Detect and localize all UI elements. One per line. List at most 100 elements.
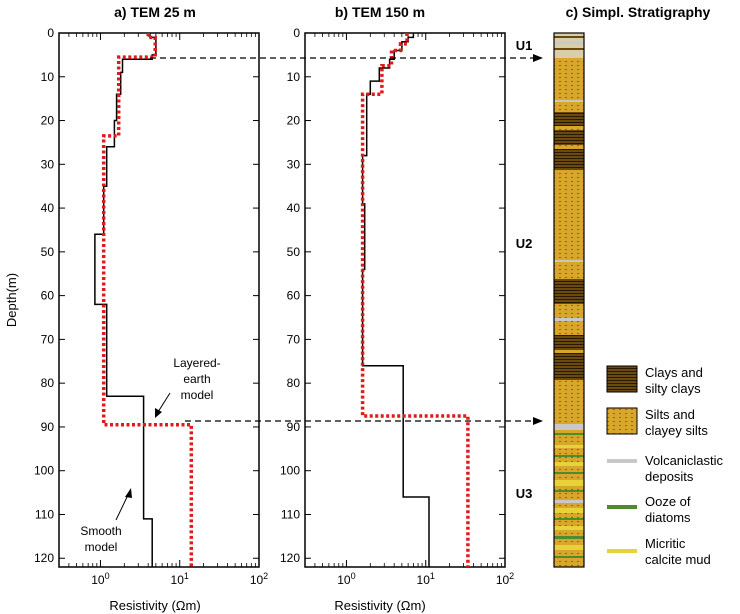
column-volc-band [554, 100, 584, 102]
column-volc-band [554, 500, 584, 503]
y-tick-label: 90 [41, 420, 55, 434]
column-micrite-band [554, 545, 584, 550]
unit-label-u3: U3 [516, 486, 533, 501]
panel-a-x-ticks: 100 101 102 [58, 33, 268, 587]
annotation-smooth-arrowhead [125, 488, 132, 498]
panel-c-title: c) Simpl. Stratigraphy [566, 4, 711, 20]
column-micrite-band [554, 508, 584, 513]
annotation-layered-line3: model [181, 388, 214, 402]
panel-b-series [360, 33, 470, 567]
legend-label-volc-2: deposits [645, 469, 694, 484]
y-tick-label: 50 [41, 245, 55, 259]
y-axis-label: Depth(m) [4, 273, 19, 327]
column-silt-band [554, 145, 584, 149]
column-silt-band [554, 350, 584, 353]
column-volc-band [554, 260, 584, 262]
annotation-smooth-line2: model [85, 540, 118, 554]
unit-label-u1: U1 [516, 38, 533, 53]
legend-swatch-micrite [607, 549, 637, 553]
column-volc-band [554, 424, 584, 430]
column-ooze-band [554, 490, 584, 492]
panel-a-layered-earth-model-line [101, 33, 194, 567]
column-u1-volc-band [554, 42, 584, 44]
y-tick-label: 30 [41, 157, 55, 171]
y-tick-label: 20 [41, 114, 55, 128]
y-tick-label: 10 [41, 70, 55, 84]
panel-a-series [94, 33, 194, 567]
y-tick-label: 60 [41, 289, 55, 303]
column-ooze-band [554, 472, 584, 474]
legend-label-clay-2: silty clays [645, 381, 701, 396]
column-ooze-band [554, 556, 584, 558]
y-tick-label: 120 [280, 551, 300, 565]
column-ooze-band [554, 536, 584, 539]
unit-label-u2: U2 [516, 236, 533, 251]
column-outline [553, 32, 585, 568]
annotation-layered-line1: Layered- [173, 356, 220, 370]
column-clay-band [554, 279, 584, 304]
panel-b-smooth-model-line [361, 33, 430, 567]
column-u1-clay-band [554, 48, 584, 50]
y-tick-label: 30 [287, 157, 301, 171]
y-tick-label: 80 [287, 376, 301, 390]
y-tick-label: 100 [34, 464, 54, 478]
column-volc-band [554, 318, 584, 321]
legend: Clays and silty clays Silts and clayey s… [606, 365, 724, 567]
x-tick-label: 100 [337, 571, 355, 587]
y-tick-label: 60 [287, 289, 301, 303]
y-tick-label: 40 [287, 201, 301, 215]
column-silt-band [554, 126, 584, 130]
legend-swatch-clay [606, 365, 638, 393]
panel-b-layered-earth-model-line [360, 33, 470, 567]
column-ooze-band [554, 455, 584, 457]
panel-b-frame [304, 32, 506, 568]
column-micrite-band [554, 462, 584, 466]
legend-swatch-ooze [607, 505, 637, 509]
panel-a-x-label: Resistivity (Ωm) [109, 598, 200, 613]
y-tick-label: 110 [35, 507, 54, 521]
panel-b-title: b) TEM 150 m [335, 4, 425, 20]
column-u1-clay-band [554, 36, 584, 38]
legend-swatch-volc [607, 459, 637, 463]
y-tick-label: 120 [34, 551, 54, 565]
y-tick-label: 40 [41, 201, 55, 215]
x-tick-label: 102 [250, 571, 268, 587]
panel-b-x-label: Resistivity (Ωm) [334, 598, 425, 613]
legend-label-clay-1: Clays and [645, 365, 703, 380]
stratigraphic-column [553, 32, 585, 568]
y-tick-label: 50 [287, 245, 301, 259]
column-micrite-band [554, 480, 584, 486]
legend-label-volc-1: Volcaniclastic [645, 453, 724, 468]
y-tick-label: 70 [287, 332, 301, 346]
y-tick-label: 110 [281, 507, 300, 521]
y-tick-label: 20 [287, 114, 301, 128]
legend-label-ooze-1: Ooze of [645, 494, 691, 509]
legend-label-silt-2: clayey silts [645, 423, 708, 438]
x-tick-label: 101 [171, 571, 189, 587]
panel-b-y-ticks: 0 10 20 30 40 50 60 70 80 90 100 110 120 [280, 26, 505, 565]
column-ooze-band [554, 433, 584, 435]
y-tick-label: 0 [47, 26, 54, 40]
x-tick-label: 101 [417, 571, 435, 587]
legend-label-silt-1: Silts and [645, 407, 695, 422]
u2-u3-boundary-arrowhead [533, 417, 543, 425]
u1-u2-boundary-arrowhead [533, 54, 543, 62]
panel-a-y-ticks: 0 10 20 30 40 50 60 70 80 90 100 110 120 [34, 26, 259, 565]
legend-label-micrite-2: calcite mud [645, 552, 711, 567]
legend-swatch-silt [606, 407, 638, 435]
panel-b-x-ticks: 100 101 102 [304, 33, 514, 587]
annotation-smooth-line1: Smooth [80, 524, 121, 538]
annotation-layered-arrowhead [155, 408, 162, 418]
y-tick-label: 70 [41, 332, 55, 346]
column-ooze-band [554, 518, 584, 520]
annotation-layered-arrow [157, 392, 171, 413]
x-tick-label: 100 [91, 571, 109, 587]
panel-a-title: a) TEM 25 m [114, 4, 196, 20]
legend-label-ooze-2: diatoms [645, 510, 691, 525]
legend-label-micrite-1: Micritic [645, 536, 686, 551]
y-tick-label: 80 [41, 376, 55, 390]
column-clay-band [554, 112, 584, 170]
y-tick-label: 0 [293, 26, 300, 40]
panel-a-frame [58, 32, 260, 568]
